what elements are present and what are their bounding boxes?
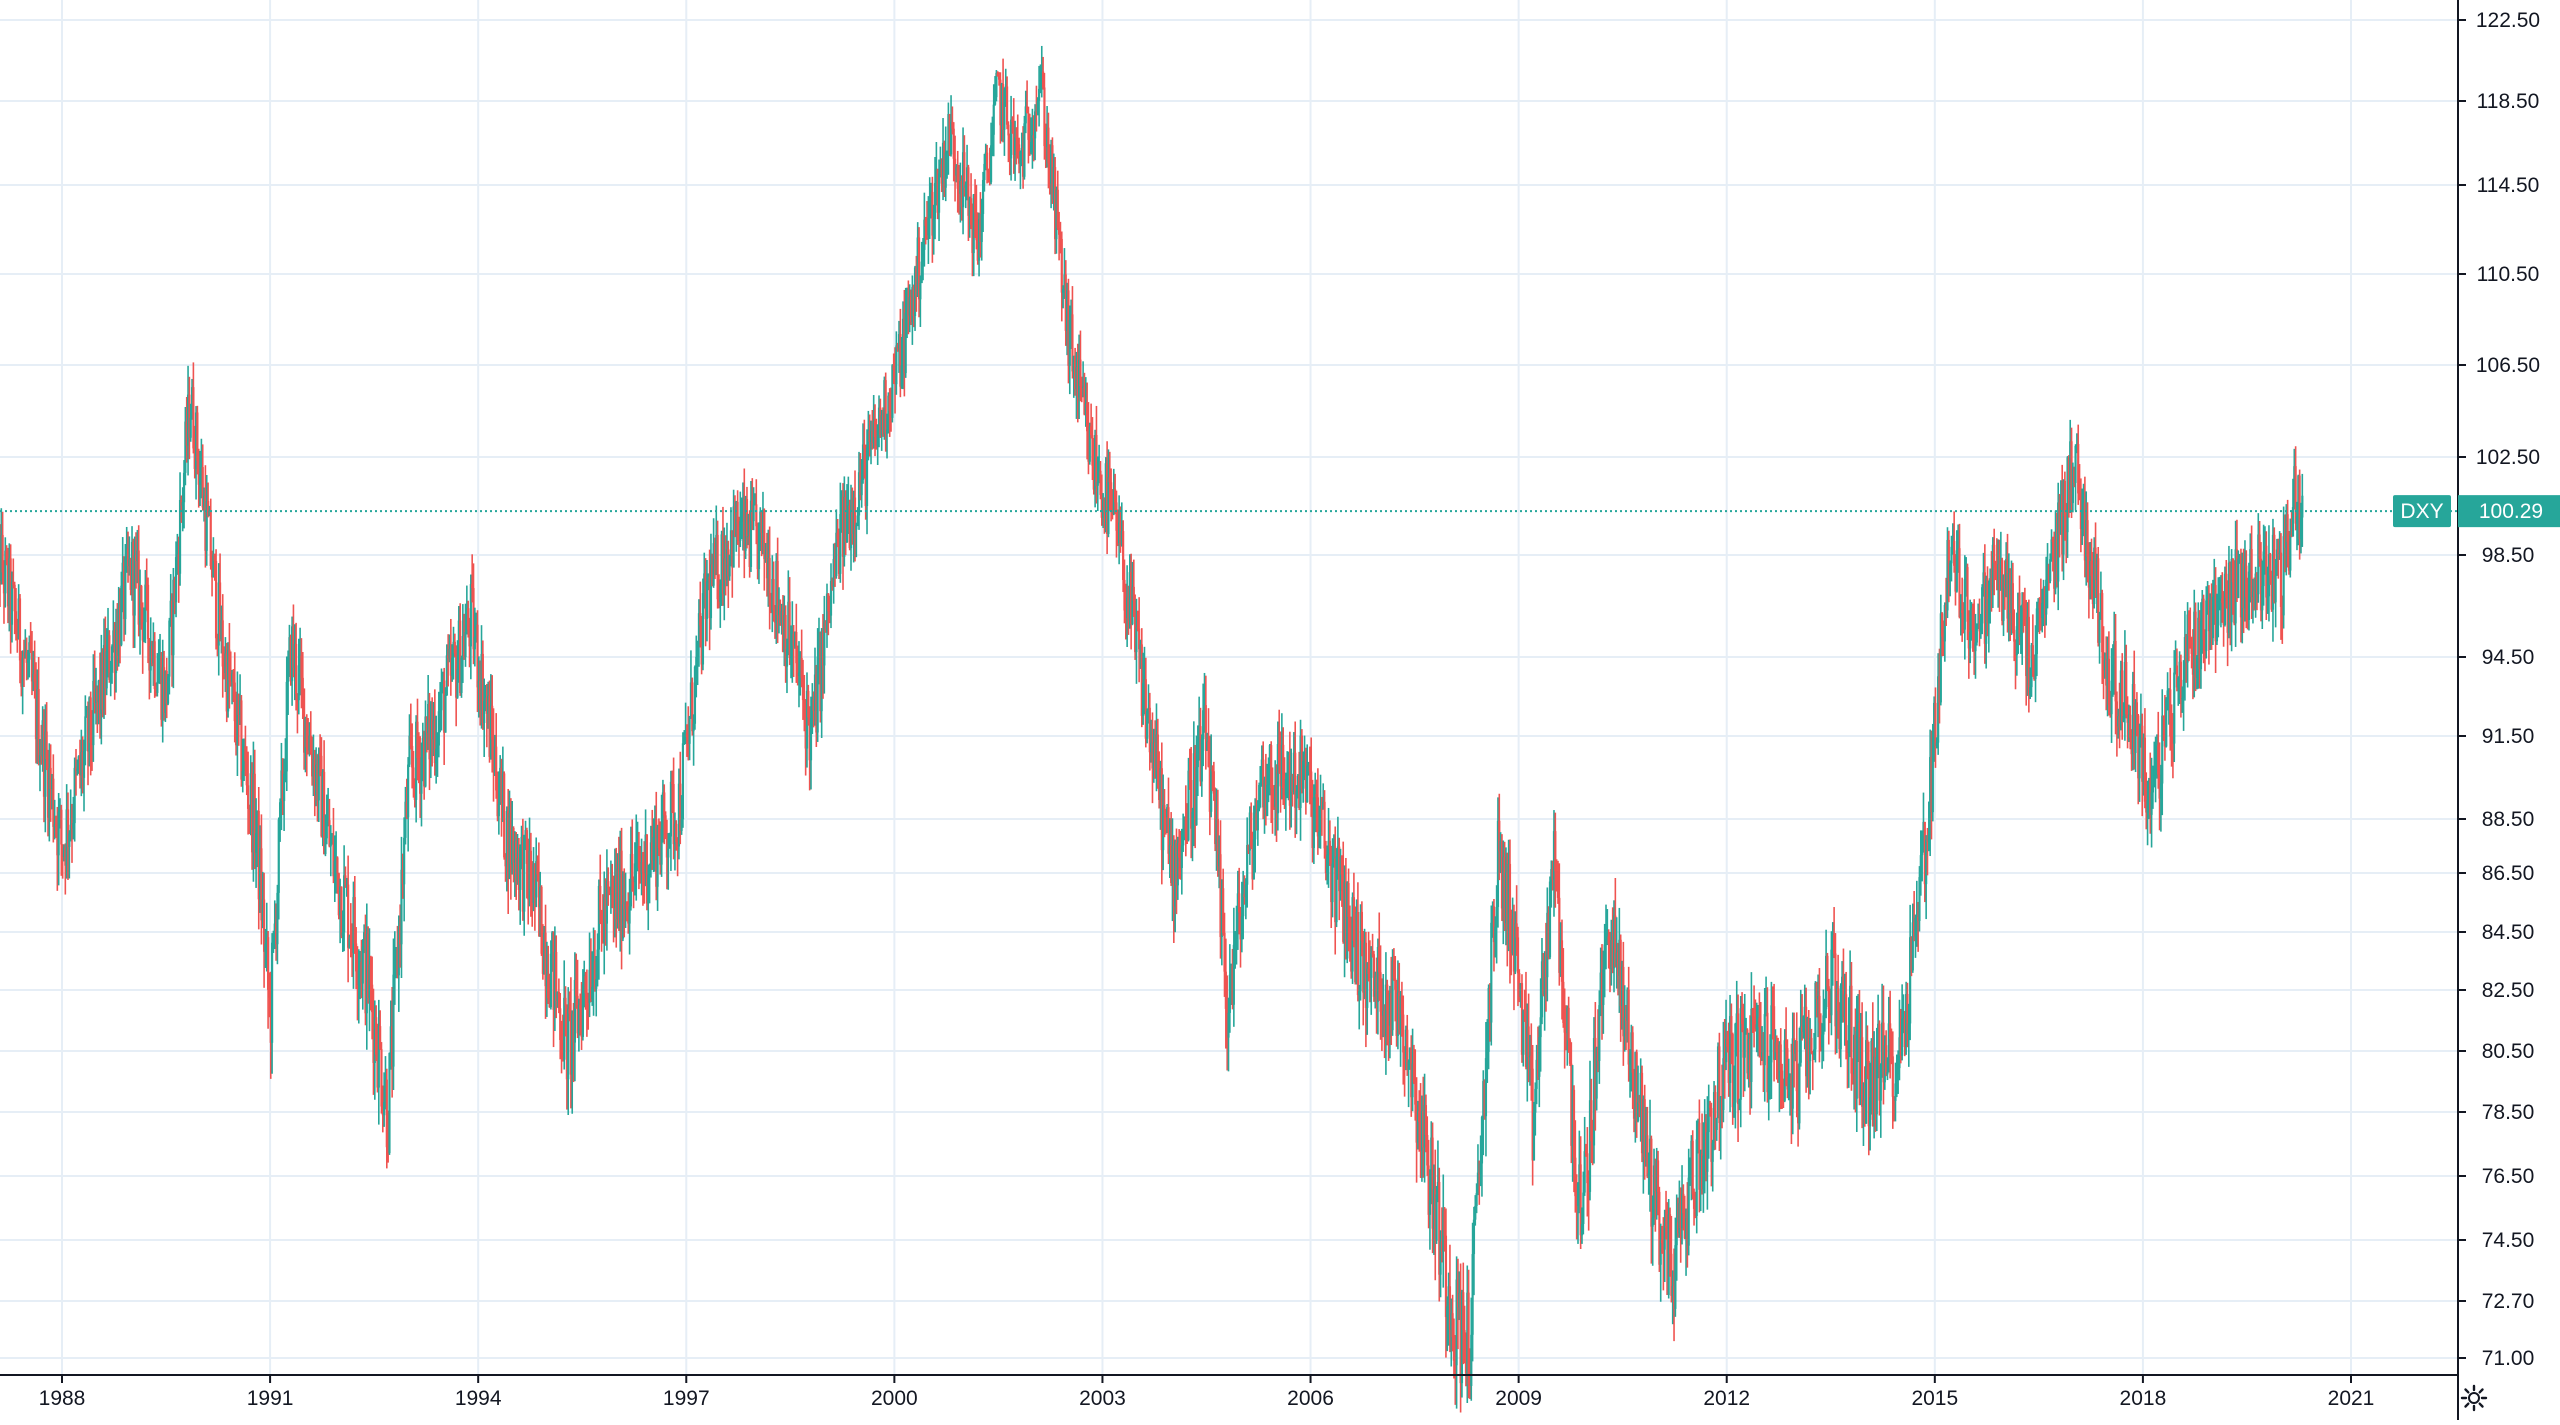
candle: [706, 560, 708, 641]
candle: [823, 596, 825, 694]
time-tick-label: 1997: [663, 1387, 710, 1410]
time-tick-label: 2012: [1703, 1387, 1750, 1410]
candle: [1708, 1085, 1710, 1159]
price-tick-label: 72.70: [2482, 1290, 2535, 1313]
candle: [769, 526, 771, 629]
price-tick-label: 88.50: [2482, 808, 2535, 831]
symbol-tag: DXY: [2400, 500, 2443, 523]
price-tick-label: 122.50: [2476, 9, 2540, 32]
candle: [1006, 76, 1008, 129]
price-tick-label: 94.50: [2482, 646, 2535, 669]
price-tick-label: 98.50: [2482, 544, 2535, 567]
candle: [682, 732, 684, 828]
time-tick-label: 2021: [2328, 1387, 2375, 1410]
candle: [503, 771, 505, 859]
price-tick-label: 106.50: [2476, 354, 2540, 377]
candle: [222, 594, 224, 698]
price-tick-label: 102.50: [2476, 446, 2540, 469]
candle: [271, 933, 273, 1074]
time-tick-label: 1994: [455, 1387, 502, 1410]
time-tick-label: 1991: [247, 1387, 294, 1410]
time-tick-label: 2009: [1495, 1387, 1542, 1410]
candle: [1744, 994, 1746, 1091]
candle: [1737, 995, 1739, 1142]
time-tick-label: 2000: [871, 1387, 918, 1410]
price-tick-label: 118.50: [2477, 90, 2540, 113]
gear-icon: [2460, 1384, 2488, 1412]
candle: [1934, 687, 1936, 767]
candle: [330, 825, 332, 876]
price-axis[interactable]: 122.50 118.50 114.50 110.50 106.50 102.50 98.5…: [2458, 9, 2540, 1370]
time-axis[interactable]: 1988 1991 1994 1997 2000 2003 2006 2009 2012 2015…: [39, 1375, 2375, 1410]
candle: [1357, 882, 1359, 1001]
time-tick-label: 2003: [1079, 1387, 1126, 1410]
price-tick-label: 71.00: [2482, 1347, 2535, 1370]
candle: [407, 757, 409, 851]
candle: [347, 856, 349, 983]
price-tick-label: 78.50: [2482, 1101, 2535, 1124]
price-tick-label: 80.50: [2482, 1040, 2535, 1063]
candle: [179, 472, 181, 585]
grid: [0, 0, 2458, 1375]
time-tick-label: 2018: [2120, 1387, 2167, 1410]
price-tick-label: 74.50: [2482, 1229, 2535, 1252]
candles: [0, 46, 2303, 1413]
candle: [1205, 676, 1207, 770]
candle: [1750, 972, 1752, 1108]
candle: [830, 563, 832, 628]
candle: [919, 275, 921, 327]
candle: [2161, 689, 2163, 815]
candle: [1010, 96, 1012, 181]
candle: [2121, 653, 2123, 740]
price-tick-label: 91.50: [2482, 725, 2535, 748]
price-tick-label: 114.50: [2477, 174, 2540, 197]
candle: [168, 618, 170, 695]
time-tick-label: 2006: [1287, 1387, 1334, 1410]
price-tick-label: 82.50: [2482, 979, 2535, 1002]
time-tick-label: 2015: [1911, 1387, 1958, 1410]
last-price-label: 100.29: [2479, 500, 2543, 523]
price-tick-label: 76.50: [2482, 1165, 2535, 1188]
candle: [1716, 1118, 1718, 1141]
candle: [84, 695, 86, 765]
price-tick-label: 110.50: [2477, 263, 2540, 286]
time-tick-label: 1988: [39, 1387, 86, 1410]
candle: [343, 845, 345, 951]
candle: [2074, 444, 2076, 510]
candle: [1246, 817, 1248, 907]
price-tick-label: 86.50: [2482, 862, 2535, 885]
candle: [855, 523, 857, 557]
candle: [1810, 1029, 1812, 1054]
price-tick-label: 84.50: [2482, 921, 2535, 944]
candle: [895, 331, 897, 394]
chart-settings-button[interactable]: [2456, 1380, 2492, 1416]
candle: [689, 716, 691, 760]
last-price-tags: DXY 100.29: [2393, 495, 2560, 527]
